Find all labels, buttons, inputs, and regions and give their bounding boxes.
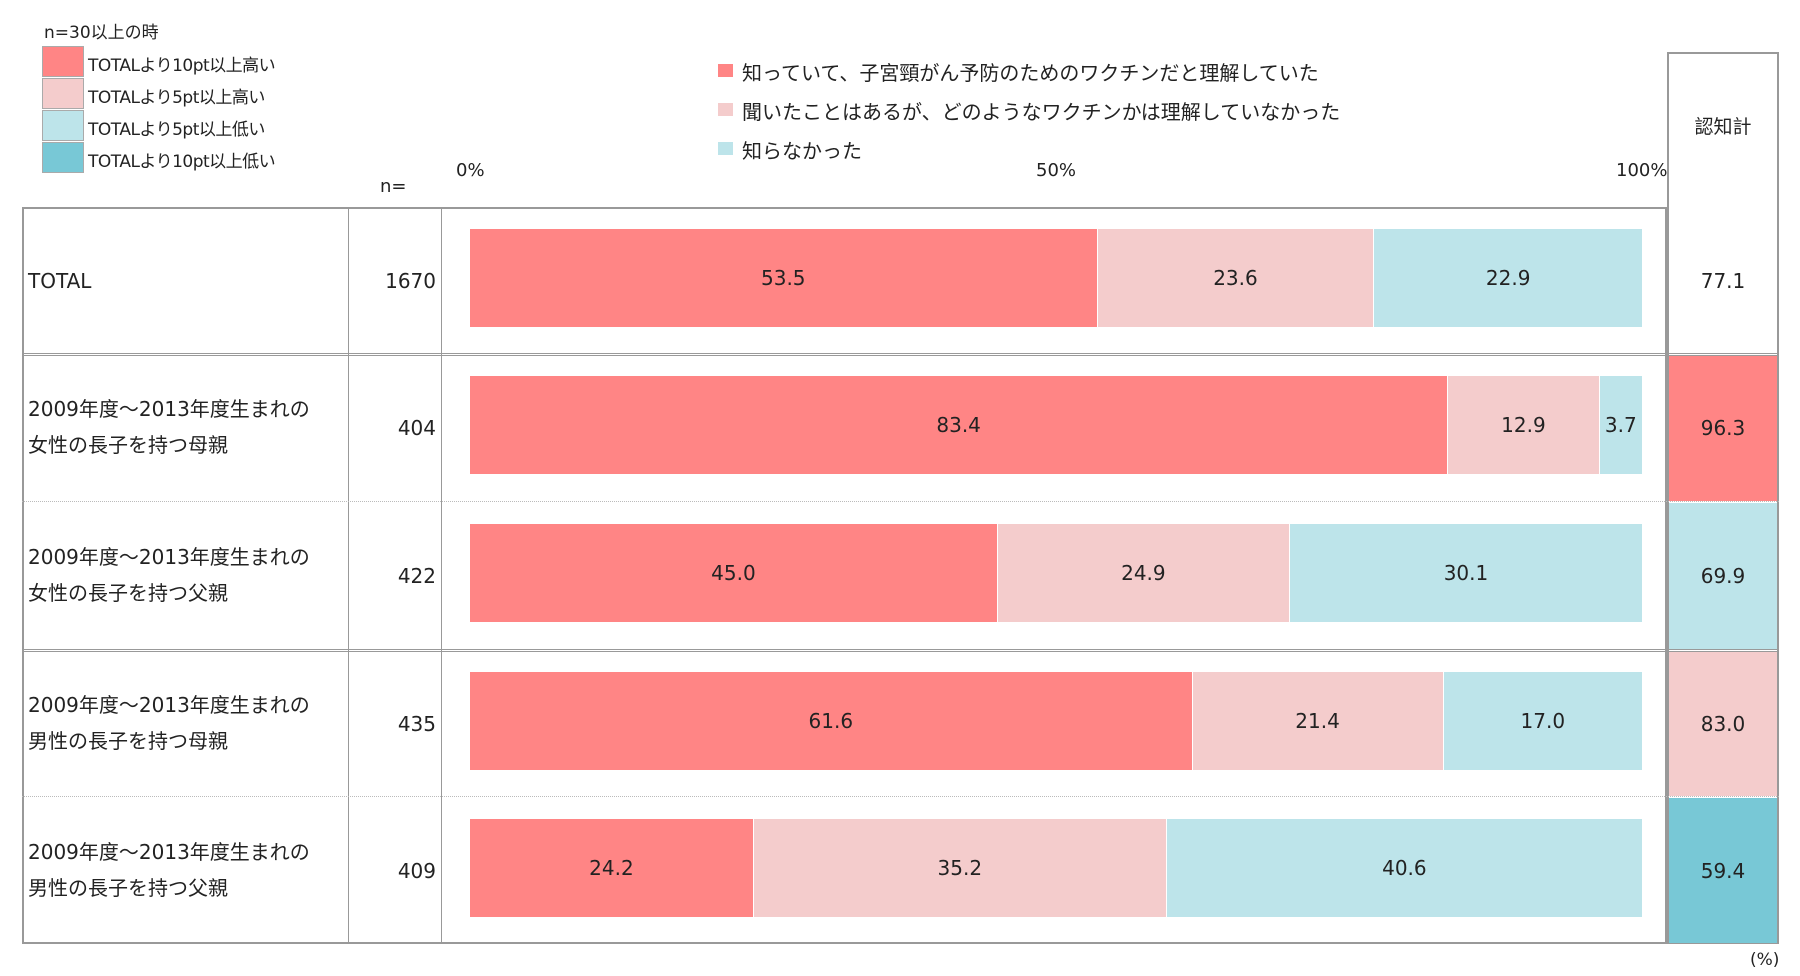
row-n: 409 xyxy=(397,858,436,883)
series-legend-label: 聞いたことはあるが、どのようなワクチンかは理解していなかった xyxy=(742,100,1341,124)
row-divider xyxy=(22,353,1779,356)
score-value: 96.3 xyxy=(1700,416,1746,440)
bar-segment: 24.9 xyxy=(997,524,1290,622)
bar-segment: 22.9 xyxy=(1374,229,1643,327)
bar-segment: 45.0 xyxy=(470,524,998,622)
score-cell: 59.4 xyxy=(1669,798,1777,943)
bar-value: 3.7 xyxy=(1604,413,1637,437)
highlight-legend-title: n=30以上の時 xyxy=(44,23,159,43)
bar-segment: 17.0 xyxy=(1443,672,1643,770)
bar-value: 83.4 xyxy=(936,413,981,437)
bar-value: 24.2 xyxy=(589,856,634,880)
divider xyxy=(348,207,349,944)
legend-label: TOTALより5pt以上低い xyxy=(88,120,265,140)
bar-segment: 24.2 xyxy=(470,819,754,917)
tick-50: 50% xyxy=(1036,160,1077,181)
tick-100: 100% xyxy=(1616,160,1668,181)
n-header: n= xyxy=(380,176,407,197)
bar-value: 53.5 xyxy=(761,266,806,290)
score-cell: 83.0 xyxy=(1669,651,1777,796)
bar-value: 45.0 xyxy=(711,561,756,585)
bar-segment: 21.4 xyxy=(1192,672,1444,770)
row-n: 404 xyxy=(397,416,436,440)
bar-value: 12.9 xyxy=(1501,413,1546,437)
score-cell: 96.3 xyxy=(1669,355,1777,501)
bar-value: 21.4 xyxy=(1295,709,1340,733)
unit-label: (%) xyxy=(1750,950,1780,970)
row-label-line2: 女性の長子を持つ母親 xyxy=(28,433,228,457)
score-cell: 77.1 xyxy=(1669,208,1777,353)
legend-label: TOTALより10pt以上高い xyxy=(88,56,276,76)
row-label: 2009年度～2013年度生まれの 女性の長子を持つ父親 xyxy=(28,539,310,611)
bar-value: 30.1 xyxy=(1443,561,1489,585)
row-n: 1670 xyxy=(385,268,436,293)
row-label-line2: 女性の長子を持つ父親 xyxy=(28,581,228,605)
row-label: 2009年度～2013年度生まれの 男性の長子を持つ母親 xyxy=(28,687,310,759)
bar-segment: 23.6 xyxy=(1097,229,1375,327)
legend-label: TOTALより10pt以上低い xyxy=(88,152,276,172)
series-legend-swatch xyxy=(718,103,733,116)
row-label: 2009年度～2013年度生まれの 男性の長子を持つ父親 xyxy=(28,834,310,906)
score-value: 69.9 xyxy=(1700,564,1746,588)
score-value: 77.1 xyxy=(1700,268,1746,293)
bar-value: 17.0 xyxy=(1520,709,1566,733)
series-legend-swatch xyxy=(718,64,733,77)
legend-swatch xyxy=(42,46,84,77)
row-label-line1: 2009年度～2013年度生まれの xyxy=(28,839,310,864)
bar-segment: 53.5 xyxy=(470,229,1098,327)
bar-segment: 35.2 xyxy=(753,819,1167,917)
bar-segment: 83.4 xyxy=(470,376,1449,474)
series-legend-label: 知っていて、子宮頸がん予防のためのワクチンだと理解していた xyxy=(742,61,1319,85)
bar-segment: 3.7 xyxy=(1599,376,1643,474)
row-label: 2009年度～2013年度生まれの 女性の長子を持つ母親 xyxy=(28,391,310,463)
bar-segment: 30.1 xyxy=(1289,524,1643,622)
row-label-line2: 男性の長子を持つ母親 xyxy=(28,728,228,753)
legend-swatch xyxy=(42,78,84,109)
score-value: 83.0 xyxy=(1700,711,1746,736)
row-divider xyxy=(22,796,1779,797)
row-label-line1: 2009年度～2013年度生まれの xyxy=(28,692,310,717)
series-legend-swatch xyxy=(718,142,733,155)
row-label-line1: 2009年度～2013年度生まれの xyxy=(28,545,310,569)
bar-value: 24.9 xyxy=(1121,561,1166,585)
tick-0: 0% xyxy=(456,160,485,181)
series-legend-label: 知らなかった xyxy=(742,139,862,163)
bar-segment: 12.9 xyxy=(1448,376,1600,474)
score-column xyxy=(1667,52,1779,944)
legend-label: TOTALより5pt以上高い xyxy=(88,88,265,108)
score-header: 認知計 xyxy=(1694,116,1752,138)
row-label-line2: 男性の長子を持つ父親 xyxy=(28,875,228,900)
row-label-line1: 2009年度～2013年度生まれの xyxy=(28,397,310,421)
bar-segment: 61.6 xyxy=(470,672,1193,770)
table-frame xyxy=(22,207,1667,944)
score-value: 59.4 xyxy=(1700,858,1746,883)
row-divider xyxy=(22,649,1779,652)
legend-swatch xyxy=(42,110,84,141)
bar-value: 35.2 xyxy=(937,856,983,880)
row-divider xyxy=(22,501,1779,502)
bar-value: 22.9 xyxy=(1485,266,1531,290)
score-cell: 69.9 xyxy=(1669,503,1777,649)
row-label: TOTAL xyxy=(28,268,92,293)
bar-value: 40.6 xyxy=(1382,856,1427,880)
bar-value: 23.6 xyxy=(1213,266,1258,290)
row-n: 435 xyxy=(397,711,436,736)
bar-value: 61.6 xyxy=(808,709,854,733)
row-n: 422 xyxy=(397,564,436,588)
divider xyxy=(441,207,442,944)
legend-swatch xyxy=(42,142,84,173)
bar-segment: 40.6 xyxy=(1166,819,1643,917)
